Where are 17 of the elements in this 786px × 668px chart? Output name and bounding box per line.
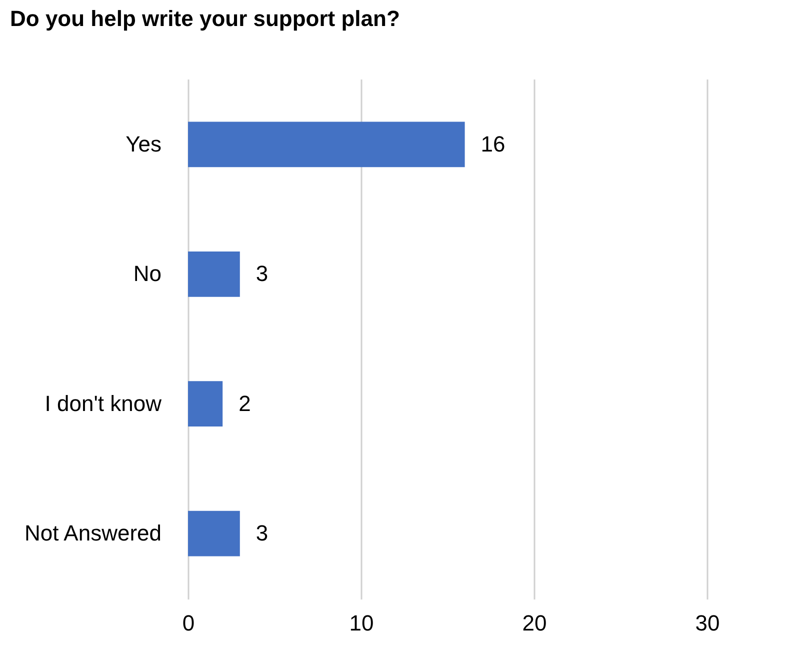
- x-tick-label: 10: [349, 610, 374, 636]
- bar: [188, 381, 223, 427]
- x-tick-label: 0: [182, 610, 195, 636]
- chart-title: Do you help write your support plan?: [10, 6, 400, 31]
- data-label: 16: [480, 131, 506, 156]
- y-tick-label: No: [133, 261, 162, 286]
- bar: [188, 510, 240, 556]
- data-label: 3: [256, 520, 268, 546]
- data-label: 2: [238, 390, 251, 416]
- data-label: 3: [256, 261, 268, 286]
- bar: [188, 122, 465, 168]
- y-tick-label: Not Answered: [24, 520, 162, 546]
- bar: [188, 251, 240, 297]
- x-tick-label: 20: [522, 610, 547, 636]
- y-tick-label: Yes: [126, 131, 162, 156]
- y-tick-label: I don't know: [44, 390, 162, 416]
- x-tick-label: 30: [695, 610, 720, 636]
